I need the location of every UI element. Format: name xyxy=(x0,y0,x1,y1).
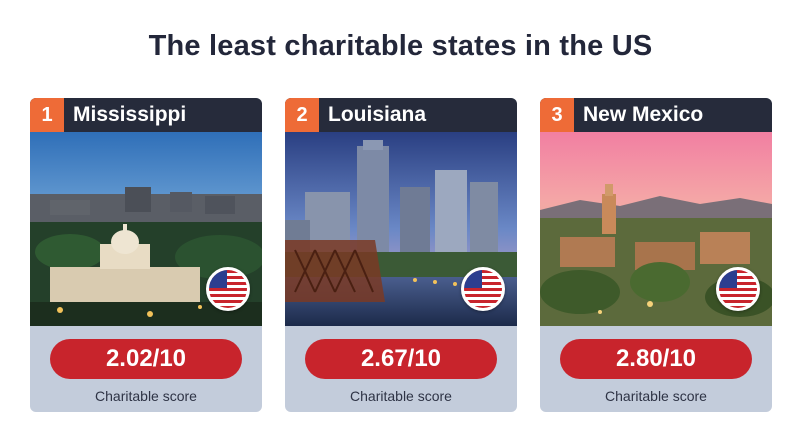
city-photo xyxy=(285,132,517,326)
us-flag-icon xyxy=(716,267,760,311)
state-name: Louisiana xyxy=(328,103,427,126)
us-flag-icon xyxy=(206,267,250,311)
score-pill: 2.80/10 xyxy=(560,339,752,379)
score-pill: 2.02/10 xyxy=(50,339,242,379)
card-header: 3 New Mexico xyxy=(540,98,772,132)
state-name: New Mexico xyxy=(583,103,704,126)
rank-badge: 1 xyxy=(30,98,64,132)
score-label: Charitable score xyxy=(350,388,452,404)
state-name: Mississippi xyxy=(73,103,187,126)
score-pill: 2.67/10 xyxy=(305,339,497,379)
state-card-mississippi: 1 Mississippi xyxy=(30,98,262,412)
rank-badge: 3 xyxy=(540,98,574,132)
score-label: Charitable score xyxy=(95,388,197,404)
card-header: 1 Mississippi xyxy=(30,98,262,132)
state-card-new-mexico: 3 New Mexico xyxy=(540,98,772,412)
city-photo xyxy=(540,132,772,326)
rank-badge: 2 xyxy=(285,98,319,132)
us-flag-icon xyxy=(461,267,505,311)
state-card-louisiana: 2 Louisiana xyxy=(285,98,517,412)
city-photo xyxy=(30,132,262,326)
score-label: Charitable score xyxy=(605,388,707,404)
page-title: The least charitable states in the US xyxy=(148,30,653,62)
card-header: 2 Louisiana xyxy=(285,98,517,132)
